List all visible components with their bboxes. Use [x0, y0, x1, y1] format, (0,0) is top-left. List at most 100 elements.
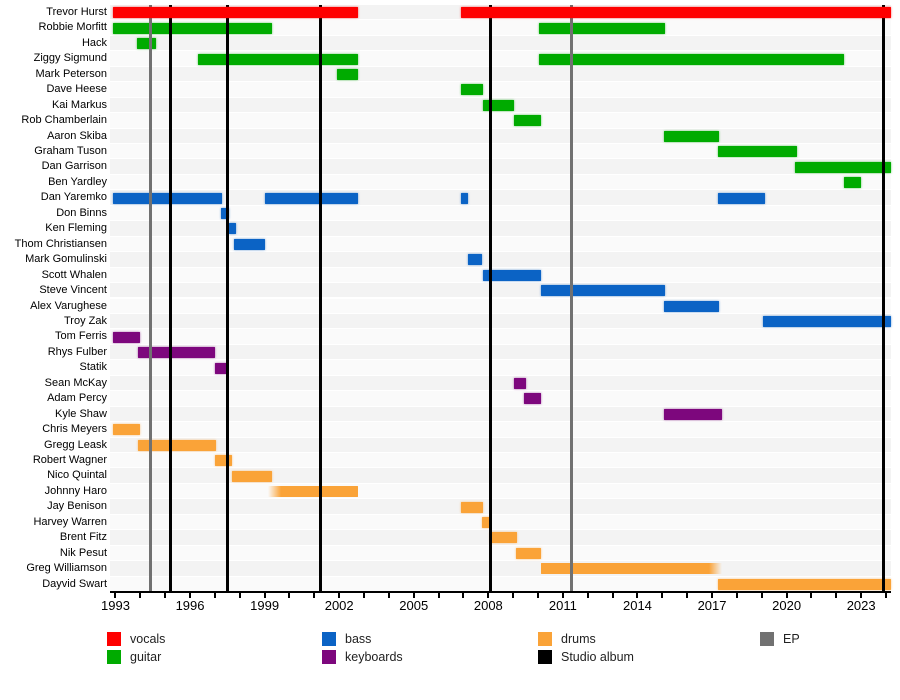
member-name-label: Ziggy Sigmund: [33, 52, 107, 65]
timeline-bar-drums: [268, 486, 358, 498]
member-name-label: Dan Garrison: [41, 160, 107, 173]
timeline-bar-keyboards: [137, 347, 215, 359]
timeline-bar-guitar: [514, 115, 541, 127]
member-name-label: Harvey Warren: [33, 515, 107, 528]
row-stripe: [110, 499, 891, 515]
x-axis-tick: [636, 593, 639, 598]
member-name-label: Johnny Haro: [44, 484, 107, 497]
row-stripe: [110, 360, 891, 376]
timeline-bar-bass: [460, 192, 469, 204]
studio-album-line: [489, 5, 493, 592]
member-name-label: Steve Vincent: [39, 284, 107, 297]
timeline-bar-bass: [718, 192, 766, 204]
timeline-bar-drums: [515, 547, 541, 559]
member-name-label: Tom Ferris: [55, 330, 107, 343]
legend-label: drums: [561, 632, 596, 646]
legend-item-keyboards: keyboards: [322, 650, 522, 666]
row-stripe: [110, 205, 891, 222]
x-axis-tick: [363, 593, 366, 598]
timeline-bar-drums: [460, 501, 484, 513]
x-axis-year-label: 2008: [473, 598, 503, 613]
x-axis-tick: [213, 593, 216, 598]
member-name-label: Ken Fleming: [45, 222, 107, 235]
member-name-label: Mark Gomulinski: [25, 253, 107, 266]
member-name-label: Mark Peterson: [35, 67, 107, 80]
x-axis-tick: [860, 593, 863, 598]
legend-label: vocals: [130, 632, 166, 646]
x-axis-tick: [164, 593, 167, 598]
x-axis-tick: [263, 593, 266, 598]
x-axis-tick: [313, 593, 316, 598]
timeline-bar-drums: [232, 470, 273, 482]
member-name-label: Rhys Fulber: [47, 345, 107, 358]
row-stripe: [110, 159, 891, 175]
member-name-label: Jay Benison: [47, 500, 107, 513]
x-axis-tick: [338, 593, 341, 598]
member-name-label: Don Binns: [56, 206, 107, 219]
row-stripe: [110, 66, 891, 83]
member-name-label: Dave Heese: [46, 83, 107, 96]
legend-label: EP: [783, 632, 800, 646]
x-axis-tick: [412, 593, 415, 598]
legend-item-bass: bass: [322, 632, 522, 648]
x-axis-year-label: 2023: [846, 598, 876, 613]
row-stripe: [110, 174, 891, 191]
x-axis-tick: [537, 593, 540, 598]
timeline-bar-bass: [264, 192, 358, 204]
timeline-bar-drums: [540, 563, 722, 575]
timeline-bar-guitar: [795, 161, 891, 173]
timeline-bar-drums: [113, 424, 141, 436]
timeline-bar-guitar: [113, 22, 273, 34]
x-axis-tick: [288, 593, 291, 598]
member-name-label: Sean McKay: [44, 376, 107, 389]
studio-album-line: [882, 5, 886, 592]
row-stripe: [110, 514, 891, 531]
member-name-label: Kyle Shaw: [55, 407, 107, 420]
timeline-bar-bass: [221, 208, 229, 220]
member-name-label: Brent Fitz: [59, 531, 107, 544]
row-stripe: [110, 113, 891, 129]
member-name-label: Kai Markus: [51, 98, 107, 111]
x-axis-year-label: 2011: [548, 598, 577, 613]
member-name-label: Statik: [79, 361, 107, 374]
legend-color-swatch: [538, 650, 552, 664]
legend-label: Studio album: [561, 650, 634, 664]
ep-release-line: [570, 5, 574, 592]
x-axis-tick: [835, 593, 838, 598]
timeline-bar-keyboards: [214, 362, 228, 374]
x-axis-tick: [114, 593, 117, 598]
member-name-label: Scott Whalen: [41, 268, 107, 281]
legend-color-swatch: [107, 650, 121, 664]
legend-color-swatch: [322, 632, 336, 646]
member-name-label: Ben Yardley: [48, 175, 107, 188]
member-name-label: Robbie Morfitt: [38, 21, 107, 34]
legend-color-swatch: [760, 632, 774, 646]
member-name-label: Robert Wagner: [32, 453, 107, 466]
timeline-bar-bass: [228, 223, 237, 235]
row-stripe: [110, 391, 891, 407]
timeline-bar-guitar: [460, 84, 484, 96]
timeline-bar-guitar: [843, 177, 862, 189]
x-axis-tick: [885, 593, 888, 598]
row-stripe: [110, 20, 891, 36]
x-axis-tick: [512, 593, 515, 598]
row-stripe: [110, 545, 891, 562]
legend-label: guitar: [130, 650, 162, 664]
member-name-label: Alex Varughese: [30, 299, 107, 312]
x-axis-year-label: 1999: [250, 598, 280, 613]
x-axis-tick: [711, 593, 714, 598]
member-name-label: Nik Pesut: [59, 546, 107, 559]
timeline-bar-bass: [468, 254, 483, 266]
row-stripe: [110, 452, 891, 469]
timeline-bar-guitar: [483, 99, 515, 111]
studio-album-line: [225, 5, 229, 592]
row-stripe: [110, 35, 891, 52]
row-stripe: [110, 422, 891, 438]
x-axis-tick: [785, 593, 788, 598]
legend-label: bass: [345, 632, 372, 646]
